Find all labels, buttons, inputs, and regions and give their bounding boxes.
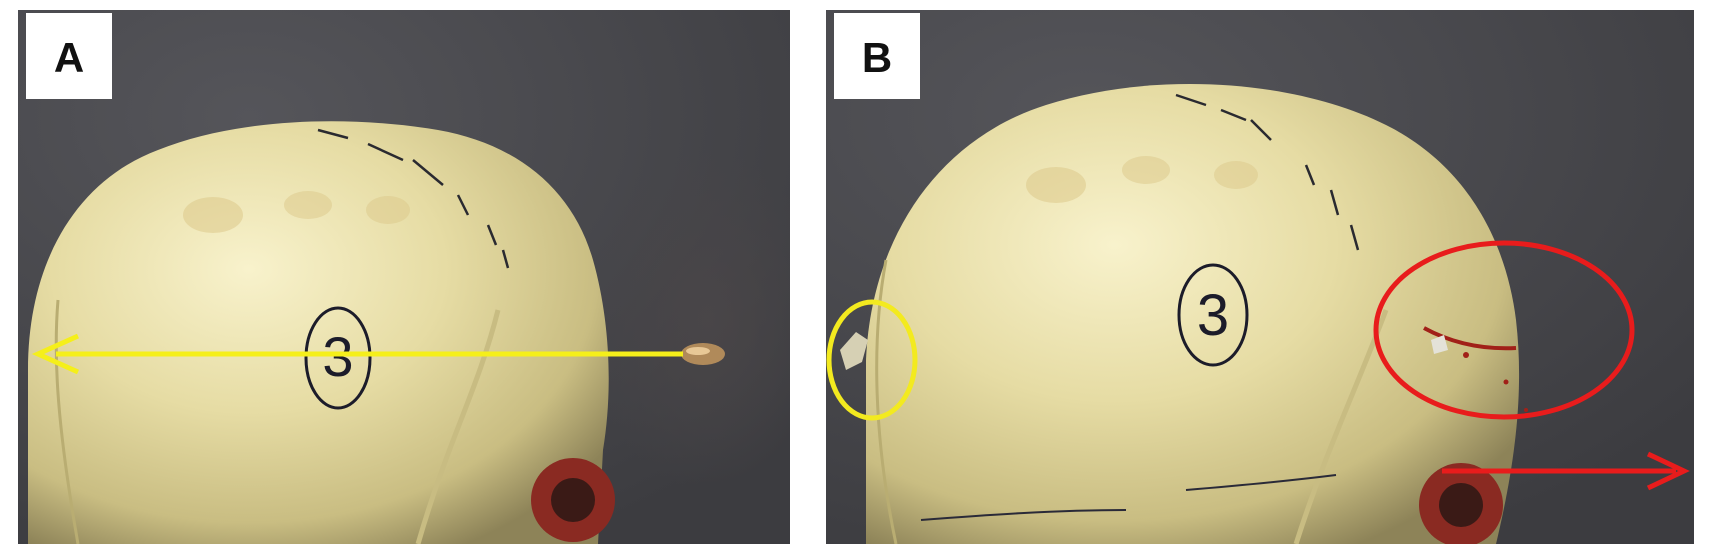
exit-direction-arrow (1442, 451, 1690, 491)
mount-hub (551, 478, 595, 522)
blood-droplet (1503, 379, 1509, 385)
panel-label-a: A (26, 13, 112, 99)
skull (28, 121, 609, 544)
skull-spot (1026, 167, 1086, 203)
blood-droplet (1524, 408, 1528, 412)
fracture-line (920, 474, 1337, 521)
number-circle (1177, 263, 1249, 367)
skull-spot (366, 196, 410, 224)
bullet-fragment (1431, 335, 1448, 354)
exit-wound-highlight (826, 299, 918, 421)
dashed-cut-line (317, 128, 510, 269)
blood-spatter (1423, 326, 1517, 351)
panel-a-photo: 3 (18, 10, 790, 544)
skull-suture (54, 299, 80, 544)
skull (866, 83, 1520, 544)
skull-spot (1122, 156, 1170, 184)
trajectory-arrow (31, 333, 683, 375)
skull-ridge (415, 309, 501, 544)
bone-fragment (840, 332, 868, 370)
panel-label-b: B (834, 13, 920, 99)
skull-spot (284, 191, 332, 219)
bullet-icon (681, 343, 725, 365)
mount-hub (1439, 483, 1483, 527)
panel-b-photo: 3 (826, 10, 1694, 544)
skull-spot (183, 197, 243, 233)
panel-a: 3 A (18, 10, 790, 544)
number-circle (304, 306, 372, 410)
panel-b: 3 B (826, 10, 1694, 544)
gunshot-smoke (588, 150, 790, 490)
skull-suture (875, 259, 898, 544)
entry-wound-highlight (1373, 240, 1635, 420)
dashed-cut-line (1175, 93, 1360, 251)
skull-spot (1214, 161, 1258, 189)
blood-droplet (1463, 352, 1469, 358)
skull-number: 3 (1197, 283, 1229, 348)
